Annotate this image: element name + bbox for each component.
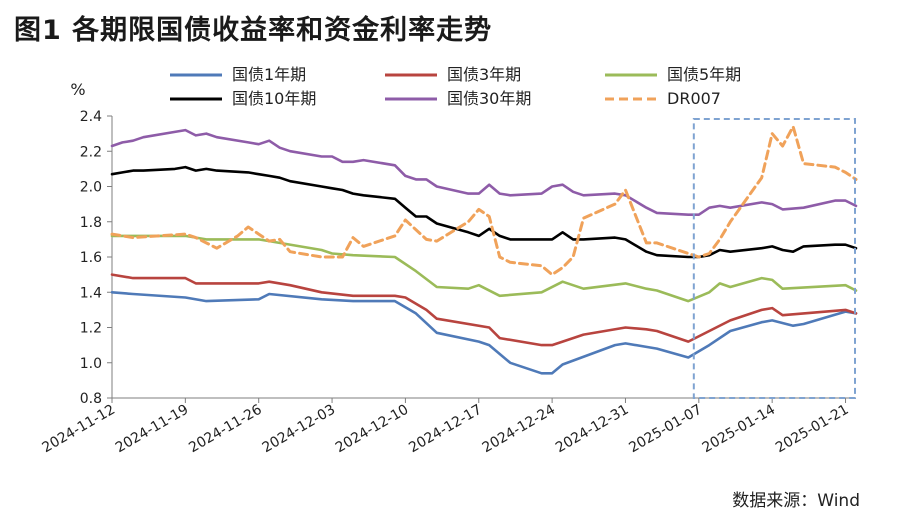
x-tick-label: 2024-12-10 xyxy=(333,402,411,457)
figure-title: 图1 各期限国债收益率和资金利率走势 xyxy=(14,15,493,46)
series-line xyxy=(110,291,858,375)
x-tick-label: 2024-12-24 xyxy=(480,402,559,457)
x-tick-label: 2024-12-17 xyxy=(406,402,484,457)
legend-label: 国债10年期 xyxy=(232,89,316,108)
x-tick-label: 2025-01-07 xyxy=(626,402,704,457)
legend-label: DR007 xyxy=(667,89,721,108)
x-tick-label: 2024-11-19 xyxy=(113,402,191,457)
y-tick-label: 2.2 xyxy=(80,144,102,160)
series-line xyxy=(110,165,858,259)
series-line xyxy=(110,234,858,303)
x-tick-label: 2024-12-31 xyxy=(553,402,631,457)
y-tick-label: 1.4 xyxy=(80,285,102,301)
y-tick-label: 1.0 xyxy=(80,356,102,372)
highlight-box-layer xyxy=(692,118,856,399)
legend-label: 国债5年期 xyxy=(667,65,741,84)
y-axis-label: % xyxy=(70,80,85,99)
x-tick-label: 2025-01-14 xyxy=(700,402,779,457)
legend-label: 国债30年期 xyxy=(447,89,531,108)
data-source-note: 数据来源：Wind xyxy=(732,491,860,511)
line-chart: %0.81.01.21.41.61.82.02.22.42024-11-1220… xyxy=(40,65,858,456)
x-tick-label: 2024-11-26 xyxy=(186,402,265,457)
y-tick-label: 1.6 xyxy=(80,250,102,266)
series-line xyxy=(110,125,858,277)
highlight-box xyxy=(692,118,856,399)
y-tick-label: 1.8 xyxy=(80,215,102,231)
y-tick-label: 1.2 xyxy=(80,321,102,337)
series-line xyxy=(110,273,858,347)
legend-label: 国债3年期 xyxy=(447,65,521,84)
chart-series-layer xyxy=(110,125,858,375)
chart-axes: %0.81.01.21.41.61.82.02.22.42024-11-1220… xyxy=(40,80,856,456)
y-tick-label: 0.8 xyxy=(80,391,102,407)
y-tick-label: 2.4 xyxy=(80,109,102,125)
y-tick-label: 2.0 xyxy=(80,180,102,196)
x-tick-label: 2024-12-03 xyxy=(260,402,338,457)
legend-label: 国债1年期 xyxy=(232,65,306,84)
x-tick-label: 2024-11-12 xyxy=(40,402,118,457)
series-line xyxy=(110,128,858,216)
x-tick-label: 2025-01-21 xyxy=(773,402,851,457)
